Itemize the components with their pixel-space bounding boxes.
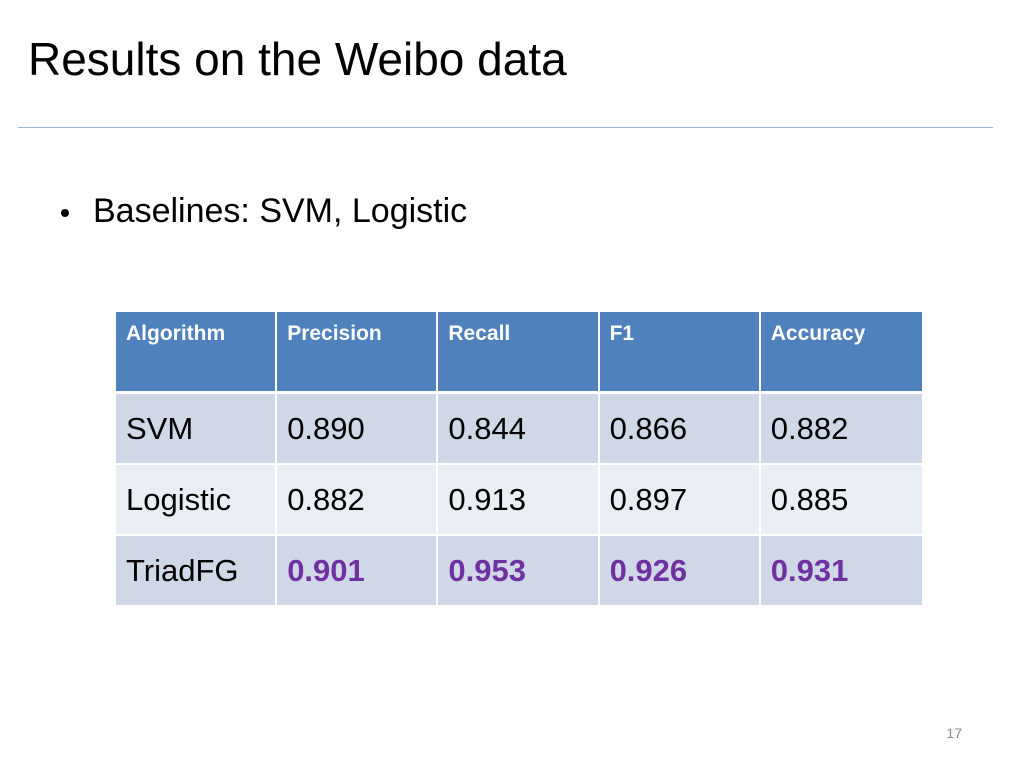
cell-precision-best: 0.901 (277, 536, 439, 605)
results-table: Algorithm Precision Recall F1 Accuracy S… (116, 312, 922, 605)
header-accuracy: Accuracy (760, 312, 922, 394)
title-divider (18, 127, 993, 128)
header-recall: Recall (438, 312, 600, 394)
header-f1: F1 (599, 312, 761, 394)
cell-recall: 0.844 (438, 394, 600, 465)
table-row-logistic: Logistic 0.882 0.913 0.897 0.885 (116, 465, 922, 536)
table-header-row: Algorithm Precision Recall F1 Accuracy (116, 312, 922, 394)
cell-accuracy: 0.885 (760, 465, 922, 536)
cell-precision: 0.890 (277, 394, 439, 465)
page-number: 17 (946, 725, 962, 741)
results-table-container: Algorithm Precision Recall F1 Accuracy S… (116, 312, 922, 605)
header-algorithm: Algorithm (116, 312, 278, 394)
cell-algorithm: SVM (116, 394, 278, 465)
cell-f1: 0.866 (599, 394, 761, 465)
cell-algorithm: Logistic (116, 465, 278, 536)
cell-recall-best: 0.953 (438, 536, 600, 605)
cell-f1: 0.897 (599, 465, 761, 536)
table-row-triadfg: TriadFG 0.901 0.953 0.926 0.931 (116, 536, 922, 605)
cell-algorithm: TriadFG (116, 536, 278, 605)
bullet-text: Baselines: SVM, Logistic (93, 192, 468, 230)
bullet-dot-icon (61, 208, 69, 217)
header-precision: Precision (277, 312, 439, 394)
cell-accuracy-best: 0.931 (760, 536, 922, 605)
cell-accuracy: 0.882 (760, 394, 922, 465)
cell-precision: 0.882 (277, 465, 439, 536)
slide-title: Results on the Weibo data (28, 33, 567, 85)
table-row-svm: SVM 0.890 0.844 0.866 0.882 (116, 394, 922, 465)
cell-recall: 0.913 (438, 465, 600, 536)
cell-f1-best: 0.926 (599, 536, 761, 605)
bullet-item: Baselines: SVM, Logistic (61, 192, 467, 231)
